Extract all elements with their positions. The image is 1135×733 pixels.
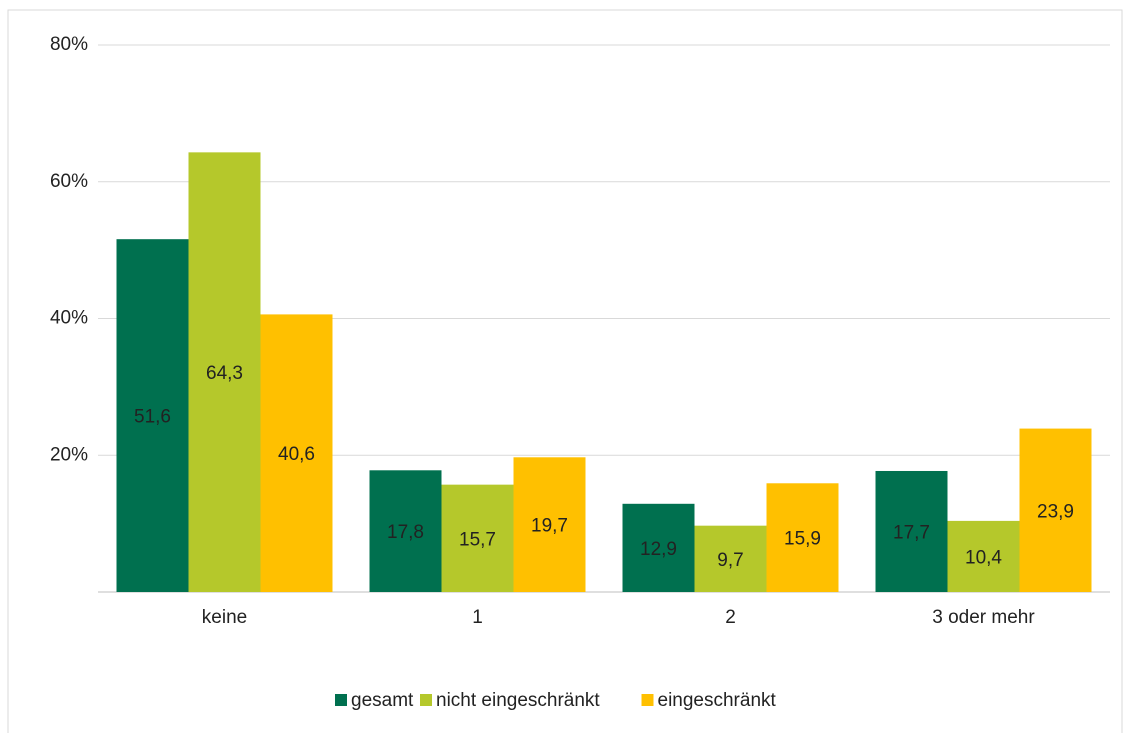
bar	[766, 483, 839, 592]
data-label: 51,6	[134, 407, 171, 428]
y-tick-label: 40%	[50, 308, 88, 329]
data-label: 12,9	[640, 539, 677, 560]
data-label: 23,9	[1037, 501, 1074, 522]
y-tick-label: 60%	[50, 171, 88, 192]
y-tick-label: 80%	[50, 34, 88, 55]
data-label: 64,3	[206, 363, 243, 384]
data-label: 9,7	[717, 550, 743, 571]
data-label: 17,7	[893, 523, 930, 544]
bar	[513, 457, 586, 592]
data-label: 15,9	[784, 529, 821, 550]
legend-label: nicht eingeschränkt	[436, 690, 600, 711]
bar	[694, 525, 767, 592]
chart-border	[7, 9, 1123, 733]
bar	[947, 520, 1020, 592]
x-tick-label: 3 oder mehr	[932, 607, 1035, 628]
data-label: 17,8	[387, 522, 424, 543]
legend-label: gesamt	[351, 690, 414, 711]
bar	[441, 484, 514, 592]
x-tick-label: 1	[472, 607, 483, 628]
bar	[260, 314, 333, 592]
data-label: 19,7	[531, 516, 568, 537]
bar	[622, 503, 695, 592]
legend-swatch	[420, 694, 432, 706]
data-label: 15,7	[459, 529, 496, 550]
bar	[1019, 428, 1092, 592]
bar	[369, 470, 442, 592]
legend-swatch	[335, 694, 347, 706]
data-label: 10,4	[965, 547, 1002, 568]
legend-label: eingeschränkt	[658, 690, 777, 711]
bar	[875, 470, 948, 592]
bar	[188, 152, 261, 592]
data-label: 40,6	[278, 444, 315, 465]
x-tick-label: keine	[202, 607, 247, 628]
legend-swatch	[641, 694, 654, 706]
bar	[116, 239, 189, 592]
y-tick-label: 20%	[50, 444, 88, 465]
x-tick-label: 2	[725, 607, 736, 628]
